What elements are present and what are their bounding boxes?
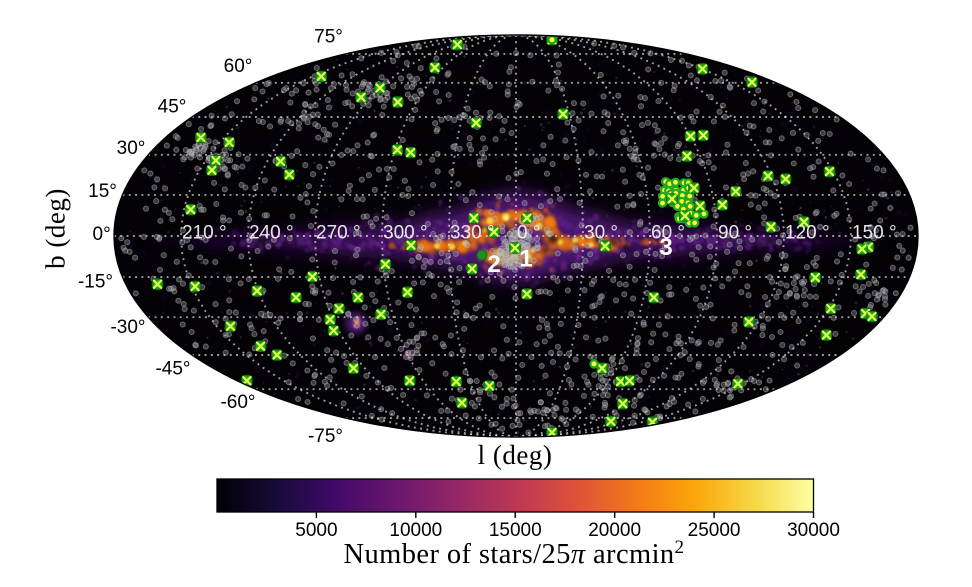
svg-text:3: 3 bbox=[659, 234, 672, 261]
svg-text:20000: 20000 bbox=[588, 520, 641, 541]
svg-text:15°: 15° bbox=[88, 181, 117, 202]
svg-text:330 °: 330 ° bbox=[450, 222, 495, 243]
svg-text:240 °: 240 ° bbox=[249, 222, 294, 243]
svg-text:45°: 45° bbox=[158, 97, 187, 118]
svg-text:30°: 30° bbox=[117, 138, 146, 159]
svg-text:-75°: -75° bbox=[308, 426, 343, 447]
svg-text:b (deg): b (deg) bbox=[41, 188, 71, 269]
svg-text:2: 2 bbox=[487, 251, 500, 278]
svg-text:-45°: -45° bbox=[155, 359, 190, 380]
svg-text:270 °: 270 ° bbox=[316, 222, 361, 243]
svg-text:90 °: 90 ° bbox=[718, 222, 752, 243]
svg-text:-60°: -60° bbox=[220, 392, 255, 413]
svg-text:30 °: 30 ° bbox=[584, 222, 618, 243]
svg-text:5000: 5000 bbox=[295, 520, 337, 541]
svg-text:210 °: 210 ° bbox=[182, 222, 227, 243]
svg-text:l (deg): l (deg) bbox=[478, 440, 553, 470]
svg-text:Number of stars/25π arcmin2: Number of stars/25π arcmin2 bbox=[344, 537, 685, 570]
svg-text:120 °: 120 ° bbox=[785, 222, 830, 243]
svg-text:1: 1 bbox=[519, 246, 532, 273]
svg-text:0°: 0° bbox=[93, 224, 111, 245]
svg-text:300 °: 300 ° bbox=[383, 222, 428, 243]
svg-text:60 °: 60 ° bbox=[651, 222, 685, 243]
svg-text:-15°: -15° bbox=[78, 272, 113, 293]
svg-text:30000: 30000 bbox=[787, 520, 840, 541]
svg-text:60°: 60° bbox=[224, 56, 253, 77]
svg-text:25000: 25000 bbox=[688, 520, 741, 541]
svg-text:150 °: 150 ° bbox=[852, 222, 897, 243]
svg-text:10000: 10000 bbox=[389, 520, 442, 541]
svg-text:75°: 75° bbox=[314, 27, 343, 48]
svg-text:0 °: 0 ° bbox=[517, 222, 540, 243]
svg-text:-30°: -30° bbox=[110, 317, 145, 338]
svg-text:15000: 15000 bbox=[489, 520, 542, 541]
